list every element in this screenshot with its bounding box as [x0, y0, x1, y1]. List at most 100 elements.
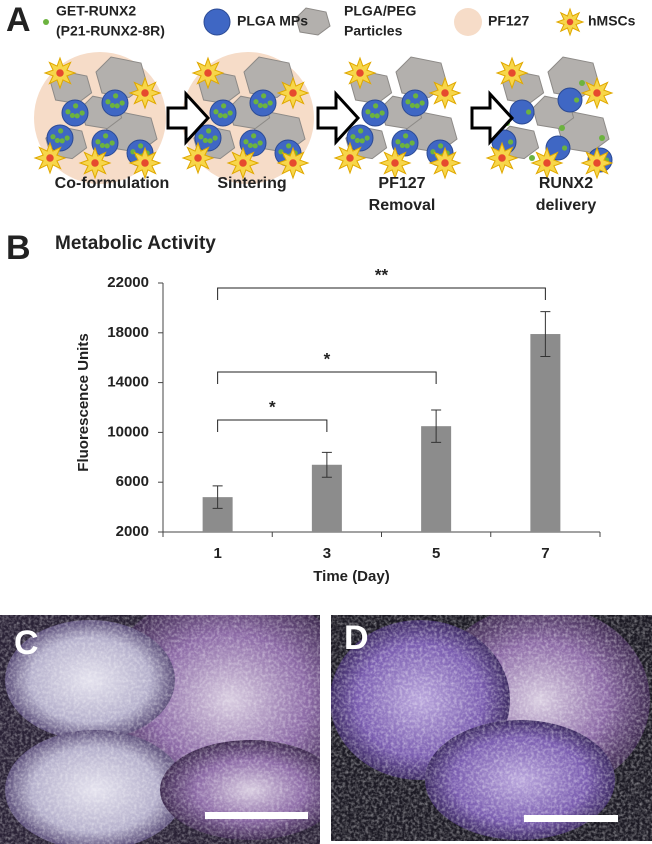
cell-nucleus [141, 89, 149, 97]
significance-label: * [324, 349, 331, 368]
legend-label: PF127 [488, 13, 529, 29]
chart-title: Metabolic Activity [55, 233, 216, 254]
cell-nucleus [56, 69, 64, 77]
peptide-dot [374, 113, 380, 119]
legend-label: Particles [344, 23, 403, 39]
peptide-dot [79, 110, 85, 116]
cell-nucleus [508, 69, 516, 77]
process-arrow [166, 90, 211, 146]
peptide-dot [508, 139, 514, 145]
peptide-dot [104, 143, 110, 149]
microparticle-icon [209, 99, 237, 127]
peptide-dot [399, 142, 405, 149]
peptide-dot [43, 19, 49, 25]
stage [485, 56, 614, 180]
peptide-dot [262, 103, 268, 109]
peptide-dot [206, 128, 212, 134]
error-bar [431, 409, 442, 443]
peptide-dot [526, 109, 532, 115]
peptide-dot [113, 93, 119, 99]
cell-nucleus [441, 89, 449, 97]
peptide-dot [103, 133, 109, 139]
microparticle-icon [391, 129, 419, 157]
cell-nucleus [391, 159, 399, 167]
cell-nucleus [194, 154, 202, 162]
peptide-dot [138, 143, 144, 149]
significance-bracket [217, 287, 546, 300]
peptide-dot [222, 113, 228, 119]
significance-bracket [217, 419, 328, 432]
peptide-dot [54, 137, 60, 144]
peptide-dot [529, 155, 535, 161]
process-arrow [470, 90, 515, 146]
peptide-dot [364, 135, 370, 141]
microparticle-icon [361, 99, 389, 127]
peptide-dot [69, 112, 75, 119]
microparticle-icon [46, 124, 74, 152]
panel-a: A GET-RUNX2 (P21-RUNX2-8R) PLGA MPs PLGA/PEG… [6, 1, 636, 214]
peptide-dot [369, 112, 375, 119]
peptide-dot [414, 103, 420, 109]
scale-bar [205, 812, 308, 819]
texture [331, 615, 652, 841]
peptide-dot [404, 143, 410, 149]
cell-nucleus [289, 89, 297, 97]
step-label: RUNX2 [539, 175, 593, 192]
peptide-dot [50, 134, 56, 140]
y-tick-label: 10000 [107, 423, 149, 440]
peptide-dot [409, 102, 415, 109]
cell-nucleus [204, 69, 212, 77]
micrograph-d: D [331, 615, 652, 841]
legend-label: (P21-RUNX2-8R) [56, 23, 165, 39]
microparticle-icon [249, 89, 277, 117]
cell-nucleus [356, 69, 364, 77]
peptide-dot [109, 140, 115, 146]
y-axis-label: Fluorescence Units [75, 333, 92, 471]
panel-label: C [14, 624, 39, 662]
peptide-dot [419, 100, 425, 106]
peptide-dot [438, 143, 444, 149]
peptide-dot [403, 133, 409, 139]
cell-nucleus [593, 89, 601, 97]
peptide-dot [202, 137, 208, 144]
micrograph-c: C [0, 615, 320, 844]
peptide-dot [198, 134, 204, 140]
y-tick-label: 14000 [107, 374, 149, 391]
peptide-dot [227, 110, 233, 116]
step-label: delivery [536, 197, 597, 214]
microparticle-icon [61, 99, 89, 127]
significance-label: ** [375, 265, 389, 284]
error-bar [321, 451, 332, 478]
peptide-dot [257, 140, 263, 146]
cell-nucleus [566, 18, 574, 26]
error-bar [540, 311, 551, 357]
legend-label: GET-RUNX2 [56, 3, 136, 19]
x-tick-label: 5 [432, 545, 440, 562]
step-label: Sintering [217, 175, 286, 192]
microparticle-icon [239, 129, 267, 157]
microparticle-icon [545, 135, 571, 161]
peptide-dot [109, 102, 115, 109]
step-label: PF127 [378, 175, 425, 192]
peptide-dot [359, 138, 365, 144]
microparticle-icon [346, 124, 374, 152]
stage [333, 56, 462, 180]
peptide-dot [373, 103, 379, 109]
legend-label: PLGA MPs [237, 13, 308, 29]
particle-icon [295, 7, 331, 36]
peptide-dot [212, 135, 218, 141]
peptide-dot [267, 100, 273, 106]
y-tick-label: 2000 [116, 523, 149, 540]
significance-label: * [269, 397, 276, 416]
peptide-dot [99, 142, 105, 149]
y-tick-label: 18000 [107, 324, 149, 341]
panel-label: D [344, 619, 369, 657]
x-tick-label: 7 [541, 545, 549, 562]
peptide-dot [207, 138, 213, 144]
peptide-dot [409, 140, 415, 146]
x-axis-label: Time (Day) [313, 568, 389, 585]
microparticle-icon [557, 87, 583, 113]
cell-nucleus [441, 159, 449, 167]
x-tick-label: 1 [213, 545, 221, 562]
